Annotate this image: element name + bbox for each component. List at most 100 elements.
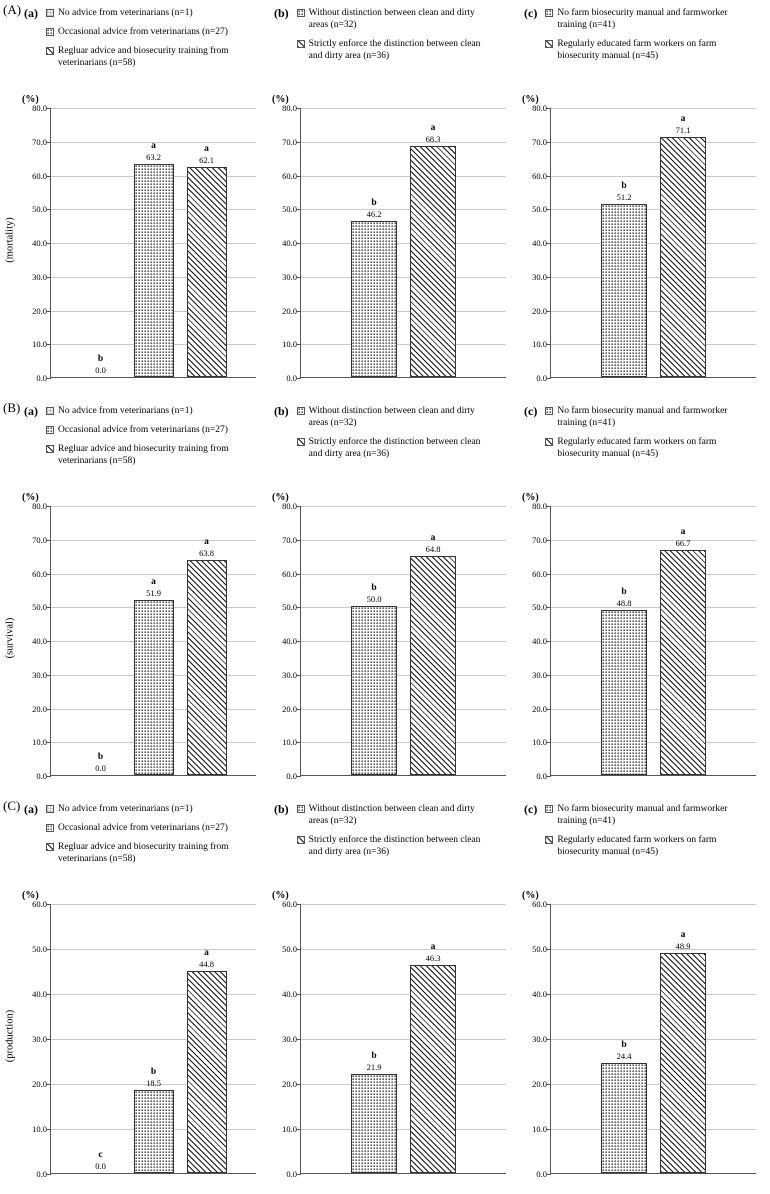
y-tick-mark xyxy=(297,311,301,312)
legend-item: No advice from veterinarians (n=1) xyxy=(46,8,242,20)
legend-label: Without distinction between clean and di… xyxy=(308,8,475,30)
y-tick-label: 20.0 xyxy=(282,306,297,316)
unit-label: (%) xyxy=(272,890,289,901)
bar xyxy=(186,167,227,377)
y-tick-label: 80.0 xyxy=(32,501,47,511)
significance-letter: a xyxy=(204,948,209,959)
bar-slot: a 46.3 xyxy=(410,904,456,1173)
panel-header: (c) No farm biosecurity manual and farmw… xyxy=(520,404,770,492)
bar xyxy=(186,560,227,775)
y-tick-label: 70.0 xyxy=(282,535,297,545)
bar-slot: b 48.8 xyxy=(601,506,647,775)
bar-label: a 63.8 xyxy=(173,537,241,558)
y-tick-mark xyxy=(547,1129,551,1130)
bar-value: 46.3 xyxy=(425,952,441,963)
bar xyxy=(660,953,706,1173)
y-tick-label: 60.0 xyxy=(32,569,47,579)
bar-value: 64.8 xyxy=(425,543,441,554)
legend-swatch-diagonal-icon xyxy=(545,835,554,844)
legend-swatch-stipple-icon xyxy=(46,27,54,36)
gridline xyxy=(301,904,506,905)
bar-group: b 21.9 a 46.3 xyxy=(301,904,506,1173)
panel-label: (a) xyxy=(24,802,38,816)
chart-panel-C-a: (a) No advice from veterinarians (n=1) Oc… xyxy=(20,796,270,1194)
unit-label: (%) xyxy=(272,492,289,503)
legend-swatch-diagonal-icon xyxy=(46,46,54,55)
y-tick-mark xyxy=(47,641,51,642)
y-tick-label: 10.0 xyxy=(32,1124,47,1134)
legend-swatch-stipple-icon xyxy=(545,805,554,813)
bar-label: a 48.9 xyxy=(646,930,720,951)
legend: No advice from veterinarians (n=1) Occasi… xyxy=(46,6,242,94)
row-label-A: (A) xyxy=(3,2,22,17)
y-tick-label: 30.0 xyxy=(532,670,547,680)
y-tick-mark xyxy=(297,709,301,710)
gridline xyxy=(301,540,506,541)
panel-label: (c) xyxy=(524,802,538,816)
legend-item: Occasional advice from veterinarians (n=… xyxy=(46,425,242,437)
y-tick-mark xyxy=(47,243,51,244)
gridline xyxy=(551,142,756,143)
unit-label: (%) xyxy=(22,492,39,503)
bar-label: c 0.0 xyxy=(67,1150,135,1171)
y-tick-label: 60.0 xyxy=(282,899,297,909)
bar-value: 62.1 xyxy=(199,154,214,165)
gridline xyxy=(51,1084,256,1085)
y-tick-label: 40.0 xyxy=(282,636,297,646)
y-tick-mark xyxy=(297,378,301,379)
panel-label: (b) xyxy=(274,404,289,418)
bar-value: 51.9 xyxy=(146,587,161,598)
gridline xyxy=(51,574,256,575)
legend-label: Occasional advice from veterinarians (n=… xyxy=(58,822,228,833)
y-tick-label: 20.0 xyxy=(532,704,547,714)
legend-item: Without distinction between clean and di… xyxy=(296,406,493,430)
gridline xyxy=(301,742,506,743)
y-tick-mark xyxy=(547,776,551,777)
gridline xyxy=(301,176,506,177)
legend-swatch-stipple-icon xyxy=(46,425,54,434)
legend-label: Regularly educated farm workers on farm … xyxy=(557,834,717,857)
gridline xyxy=(301,1129,506,1130)
y-tick-mark xyxy=(47,776,51,777)
panel-label: (c) xyxy=(524,6,538,20)
gridline xyxy=(301,311,506,312)
y-tick-label: 30.0 xyxy=(282,670,297,680)
unit-label: (%) xyxy=(272,94,289,105)
y-tick-label: 20.0 xyxy=(32,1079,47,1089)
gridline xyxy=(51,994,256,995)
y-tick-mark xyxy=(547,675,551,676)
gridline xyxy=(301,709,506,710)
y-tick-label: 20.0 xyxy=(532,306,547,316)
bar-group: b 0.0 a 51.9 a 63.8 xyxy=(51,506,256,775)
gridline xyxy=(301,142,506,143)
bar-slot: a 62.1 xyxy=(186,108,227,377)
plot-area: 0.0 10.0 20.0 30.0 40.0 50.0 60.0 c 0.0 b 18.5 a 44.… xyxy=(32,899,256,1179)
y-tick-mark xyxy=(47,574,51,575)
y-tick-label: 40.0 xyxy=(532,989,547,999)
y-tick-mark xyxy=(547,641,551,642)
y-tick-label: 20.0 xyxy=(282,704,297,714)
gridline xyxy=(301,506,506,507)
bar xyxy=(601,204,647,377)
legend-item: Occasional advice from veterinarians (n=… xyxy=(46,823,242,835)
bar-slot: b 0.0 xyxy=(81,506,121,775)
bar xyxy=(133,1090,174,1173)
gridline xyxy=(301,1039,506,1040)
y-tick-label: 0.0 xyxy=(36,771,47,781)
bar xyxy=(410,146,456,377)
bar-label: b 0.0 xyxy=(67,752,135,773)
gridline xyxy=(551,709,756,710)
legend: No farm biosecurity manual and farmworke… xyxy=(545,404,741,492)
gridline xyxy=(551,742,756,743)
legend-item: Regluar advice and biosecurity training … xyxy=(46,444,242,468)
gridline xyxy=(51,904,256,905)
gridline xyxy=(551,277,756,278)
significance-letter: a xyxy=(680,527,686,538)
gridline xyxy=(301,675,506,676)
bar-group: b 46.2 a 68.3 xyxy=(301,108,506,377)
significance-letter: a xyxy=(204,537,209,548)
legend-label: No advice from veterinarians (n=1) xyxy=(58,804,193,814)
legend-label: Strictly enforce the distinction between… xyxy=(308,834,481,857)
panel-header: (a) No advice from veterinarians (n=1) Oc… xyxy=(20,802,270,890)
legend-swatch-stipple-icon xyxy=(296,407,305,415)
